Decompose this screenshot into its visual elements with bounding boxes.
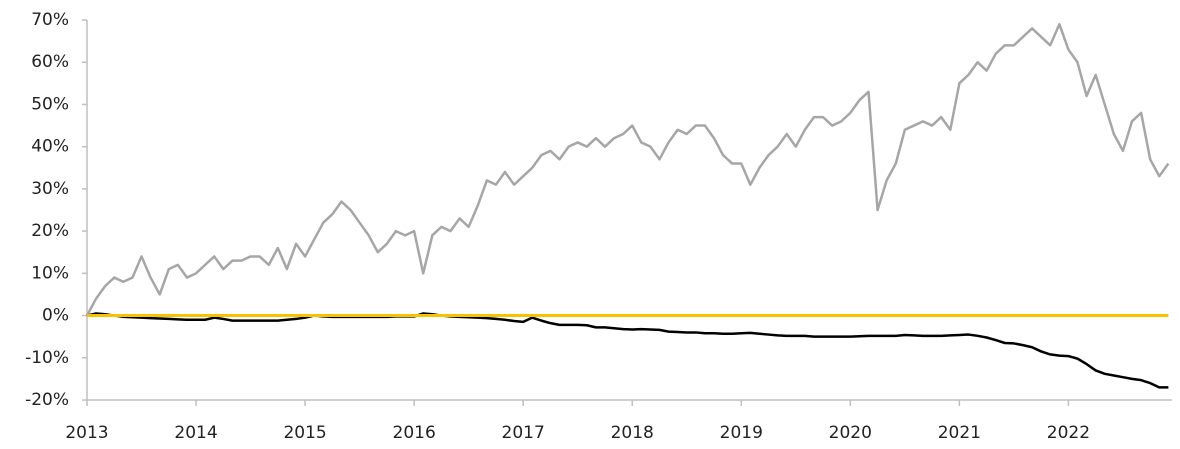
series-line xyxy=(86,312,1169,389)
y-tick-label: -10% xyxy=(25,348,69,368)
y-tick-label: 60% xyxy=(31,52,69,72)
y-tick-label: 50% xyxy=(31,94,69,114)
x-tick-label: 2016 xyxy=(393,423,436,443)
x-tick-label: 2017 xyxy=(502,423,545,443)
series-line xyxy=(85,22,1170,317)
x-tick-label: 2018 xyxy=(611,423,654,443)
y-tick-label: -20% xyxy=(25,390,69,410)
y-tick-label: 20% xyxy=(31,221,69,241)
x-tick-label: 2013 xyxy=(65,423,108,443)
y-tick-label: 40% xyxy=(31,137,69,157)
y-tick-label: 0% xyxy=(42,306,69,326)
x-tick-label: 2022 xyxy=(1047,423,1090,443)
x-tick-label: 2020 xyxy=(829,423,872,443)
x-tick-label: 2014 xyxy=(174,423,217,443)
x-tick-label: 2021 xyxy=(938,423,981,443)
y-tick-label: 30% xyxy=(31,179,69,199)
x-tick-label: 2019 xyxy=(720,423,763,443)
y-tick-label: 70% xyxy=(31,10,69,30)
x-tick-label: 2015 xyxy=(283,423,326,443)
y-tick-label: 10% xyxy=(31,263,69,283)
